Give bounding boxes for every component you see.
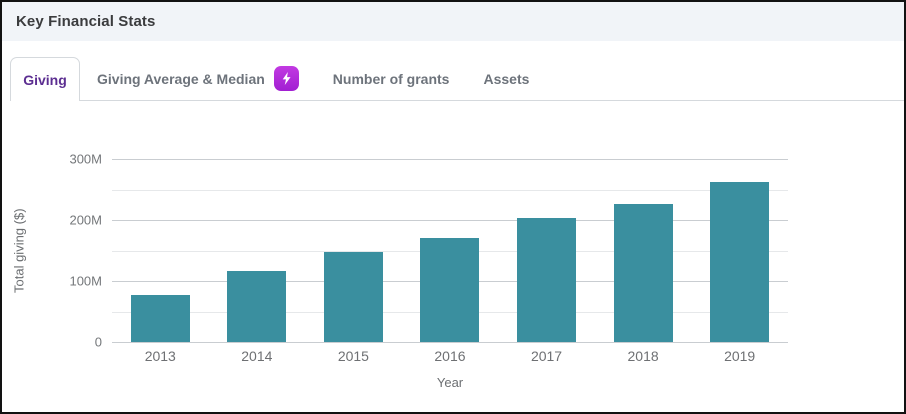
gridline (112, 220, 788, 221)
tab-bar: Giving Giving Average & Median Number of… (2, 57, 904, 101)
bar-2019[interactable] (710, 182, 770, 342)
x-tick-label-2013: 2013 (144, 348, 176, 364)
tab-bar-left-spacer (2, 57, 10, 101)
x-tick-label-2017: 2017 (530, 348, 563, 364)
tab-assets-label: Assets (483, 70, 530, 87)
y-tick-label-100M: 100M (69, 273, 102, 289)
x-tick-label-2015: 2015 (337, 348, 369, 364)
bar-2018[interactable] (613, 203, 673, 342)
y-tick-label-300M: 300M (69, 151, 102, 167)
x-tick-label-2014: 2014 (241, 348, 273, 364)
panel-header: Key Financial Stats (2, 2, 904, 41)
y-axis-ticks: 300M 200M 100M 0 (2, 152, 102, 350)
tab-bar-rest: Giving Average & Median Number of grants… (80, 57, 904, 101)
tab-giving[interactable]: Giving (10, 57, 80, 101)
tab-number-of-grants[interactable]: Number of grants (316, 57, 467, 100)
tab-giving-label: Giving (23, 71, 67, 88)
tab-giving-average-median-label: Giving Average & Median (97, 70, 265, 87)
tab-giving-average-median[interactable]: Giving Average & Median (80, 57, 316, 100)
y-tick-label-200M: 200M (69, 212, 102, 228)
bar-2016[interactable] (420, 238, 480, 342)
giving-bar-chart: Total giving ($) 300M 200M 100M 0 2013 2014 2… (2, 102, 904, 412)
tab-assets[interactable]: Assets (466, 57, 546, 100)
gridline (112, 159, 788, 160)
bars-group (112, 159, 788, 342)
x-axis-title: Year (436, 375, 464, 390)
x-tick-label-2018: 2018 (627, 348, 659, 364)
plot-area (112, 159, 788, 343)
bar-2017[interactable] (517, 217, 577, 342)
gridline (112, 342, 788, 343)
gridline (112, 189, 788, 191)
lightning-bolt-icon (273, 66, 299, 91)
bar-2014[interactable] (227, 271, 287, 342)
tab-number-of-grants-label: Number of grants (332, 70, 450, 87)
x-tick-label-2019: 2019 (724, 348, 756, 364)
x-axis-ticks: 2013 2014 2015 2016 2017 2018 2019 (112, 348, 788, 364)
page-title: Key Financial Stats (16, 13, 156, 30)
bar-2013[interactable] (130, 295, 190, 342)
x-tick-label-2016: 2016 (434, 348, 466, 364)
bar-2015[interactable] (323, 251, 383, 342)
y-tick-label-0: 0 (94, 334, 102, 350)
